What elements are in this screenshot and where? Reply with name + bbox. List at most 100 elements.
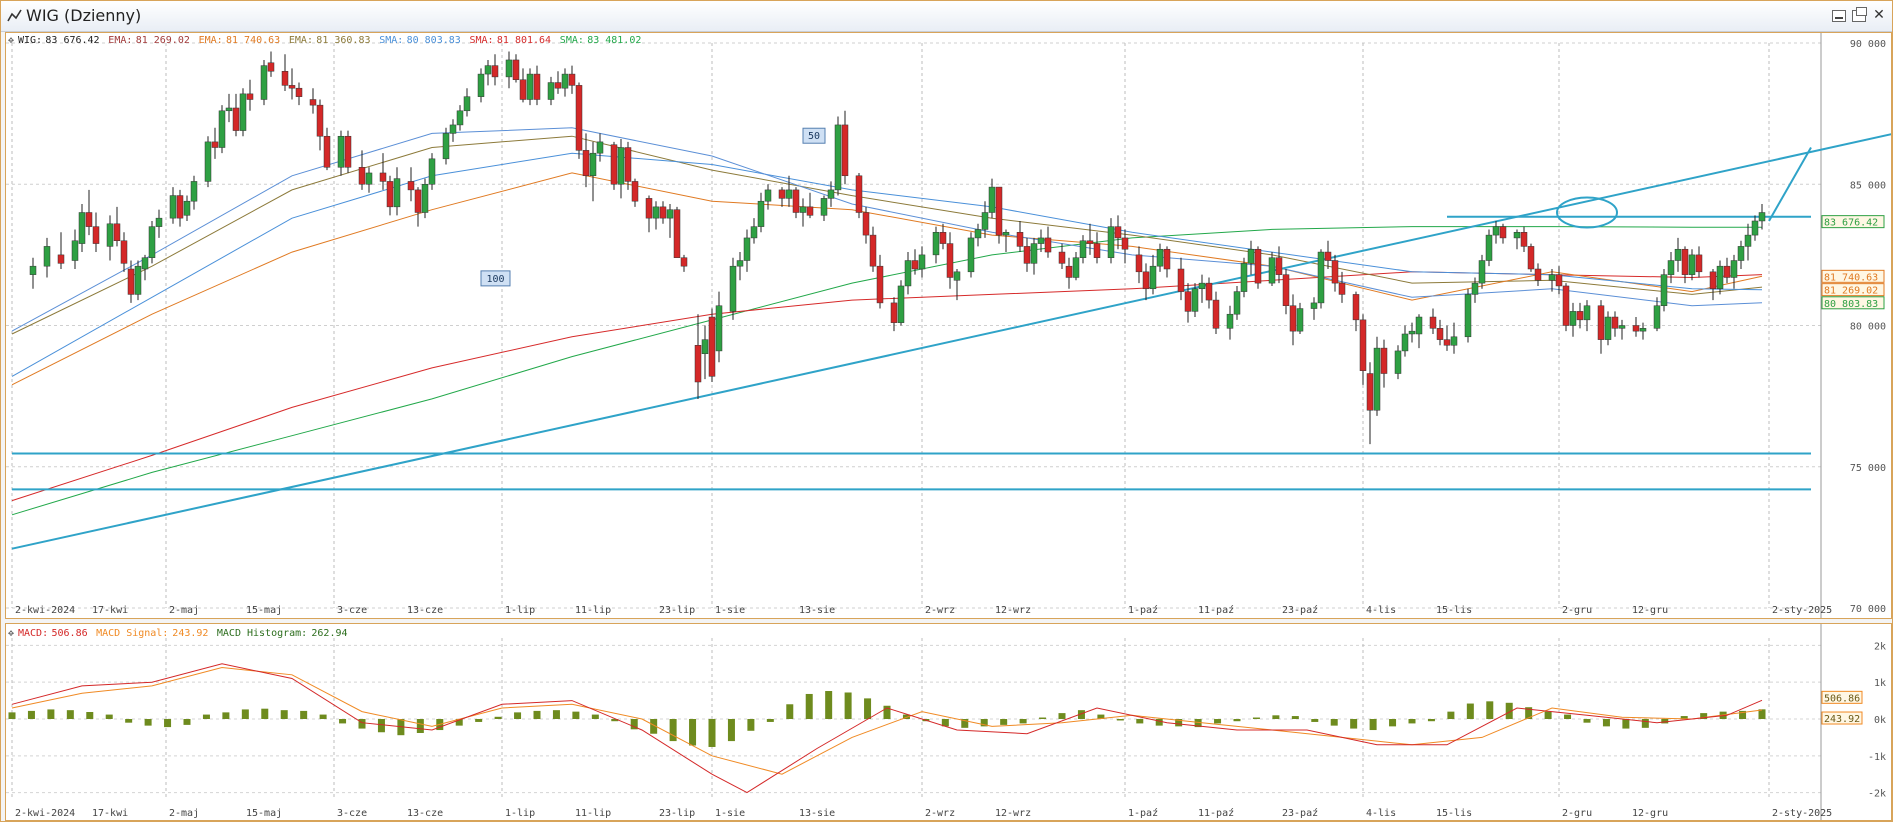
x-tick-label: 17-kwi	[92, 605, 128, 616]
macd-x-tick-label: 12-wrz	[995, 808, 1031, 819]
candle-down	[680, 257, 688, 267]
price-label-bg	[1821, 296, 1885, 310]
macd-histogram-bar	[883, 705, 891, 719]
macd-histogram-bar	[1389, 719, 1397, 727]
candle-up	[141, 257, 149, 270]
candle-down	[407, 181, 415, 191]
candle-down	[610, 144, 618, 185]
legend-value: 506.86	[52, 628, 88, 639]
macd-histogram-bar	[1680, 716, 1688, 719]
candle-up	[715, 305, 723, 352]
candle-down	[554, 82, 562, 89]
candle-down	[1135, 254, 1143, 273]
candle-up	[1653, 305, 1661, 329]
y-tick-label: 85 000	[1850, 180, 1886, 191]
macd-histogram-bar	[902, 714, 910, 719]
candle-up	[953, 271, 961, 281]
candle-up	[1618, 325, 1626, 329]
candle-down	[1632, 325, 1640, 332]
x-tick-label: 23-paź	[1282, 604, 1318, 616]
macd-histogram-bar	[1252, 717, 1260, 719]
macd-x-tick-label: 15-lis	[1436, 808, 1472, 819]
macd-chart[interactable]: -2k -1k 0k 1k 2k 2-kwi-2024 17-kwi 2-maj 15-maj 3…	[6, 624, 1891, 820]
price-label: 83 676.42	[1824, 218, 1878, 229]
candle-up	[729, 265, 737, 312]
price-label-bg	[1821, 269, 1885, 283]
macd-value-label: 243.92	[1824, 714, 1860, 725]
macd-histogram-bar	[825, 691, 833, 719]
price-chart[interactable]: 70 000 75 000 80 000 85 000 90 000 2-kwi-2024…	[6, 33, 1893, 618]
restore-icon[interactable]	[1852, 7, 1867, 22]
candle-down	[1177, 268, 1185, 292]
candle-up	[918, 254, 926, 270]
macd-histogram-bar	[261, 708, 269, 719]
macd-histogram-bar	[202, 714, 210, 719]
candle-up	[1072, 257, 1080, 278]
candle-up	[393, 178, 401, 208]
candle-down	[1212, 299, 1220, 329]
minimize-icon[interactable]	[1832, 10, 1846, 22]
macd-histogram-bar	[514, 712, 522, 719]
legend-value: 243.92	[172, 628, 208, 639]
macd-histogram-bar	[1758, 709, 1766, 719]
candle-up	[526, 73, 534, 100]
candle-up	[701, 339, 709, 354]
annotation-bg	[802, 127, 826, 144]
candle-down	[295, 87, 303, 97]
macd-histogram-bar	[339, 719, 347, 724]
macd-histogram-bar	[708, 719, 716, 747]
candle-up	[1569, 311, 1577, 326]
x-tick-label: 13-cze	[407, 605, 443, 616]
candle-up	[1478, 260, 1486, 284]
macd-histogram-bar	[552, 710, 560, 719]
macd-histogram-bar	[1486, 701, 1494, 719]
price-label-bg	[1821, 283, 1885, 297]
macd-histogram-bar	[377, 719, 385, 733]
candle-down	[176, 195, 184, 219]
close-icon[interactable]: ✕	[1873, 7, 1885, 23]
macd-x-tick-label: 11-paź	[1198, 807, 1234, 819]
macd-histogram-bar	[1739, 710, 1747, 719]
candle-up	[1415, 316, 1423, 335]
macd-x-tick-label: 1-sie	[715, 808, 745, 819]
candle-up	[169, 195, 177, 219]
macd-histogram-bar	[416, 719, 424, 733]
legend-label: EMA:	[199, 35, 223, 46]
macd-histogram-bar	[1583, 719, 1591, 723]
candle-down	[211, 141, 219, 148]
candle-up	[29, 265, 37, 275]
candle-down	[1254, 248, 1262, 284]
x-tick-label: 2-wrz	[925, 605, 955, 616]
candle-down	[1555, 274, 1563, 287]
candle-up	[1548, 274, 1556, 281]
candle-up	[750, 226, 758, 239]
candle-up	[428, 158, 436, 185]
macd-panel[interactable]: -2k -1k 0k 1k 2k 2-kwi-2024 17-kwi 2-maj 15-maj 3…	[5, 623, 1892, 821]
candle-up	[1758, 212, 1766, 222]
x-tick-label: 1-sie	[715, 605, 745, 616]
candle-down	[1611, 316, 1619, 329]
macd-histogram-bar	[1602, 719, 1610, 727]
candle-up	[617, 147, 625, 185]
candle-down	[876, 265, 884, 304]
candle-down	[1597, 305, 1605, 340]
candle-up	[764, 189, 772, 202]
legend-label: MACD Signal:	[96, 628, 168, 639]
candle-down	[1058, 251, 1066, 264]
candle-down	[519, 79, 527, 100]
candle-up	[1604, 316, 1612, 340]
macd-histogram-bar	[1214, 719, 1222, 724]
candle-down	[694, 345, 702, 383]
candle-up	[71, 240, 79, 261]
price-chart-panel[interactable]: 70 000 75 000 80 000 85 000 90 000 2-kwi-2024…	[5, 32, 1893, 619]
macd-histogram-bar	[980, 719, 988, 727]
candle-up	[757, 200, 765, 227]
candle-up	[1149, 265, 1157, 290]
macd-y-tick-label: 0k	[1874, 715, 1886, 726]
macd-x-tick-label: 2-maj	[169, 808, 199, 819]
x-tick-label: 23-lip	[659, 605, 695, 616]
candle-up	[1002, 232, 1010, 236]
window-title: WIG (Dzienny)	[26, 6, 142, 25]
annotation-box: 50	[802, 127, 826, 144]
macd-histogram-bar	[1000, 719, 1008, 725]
